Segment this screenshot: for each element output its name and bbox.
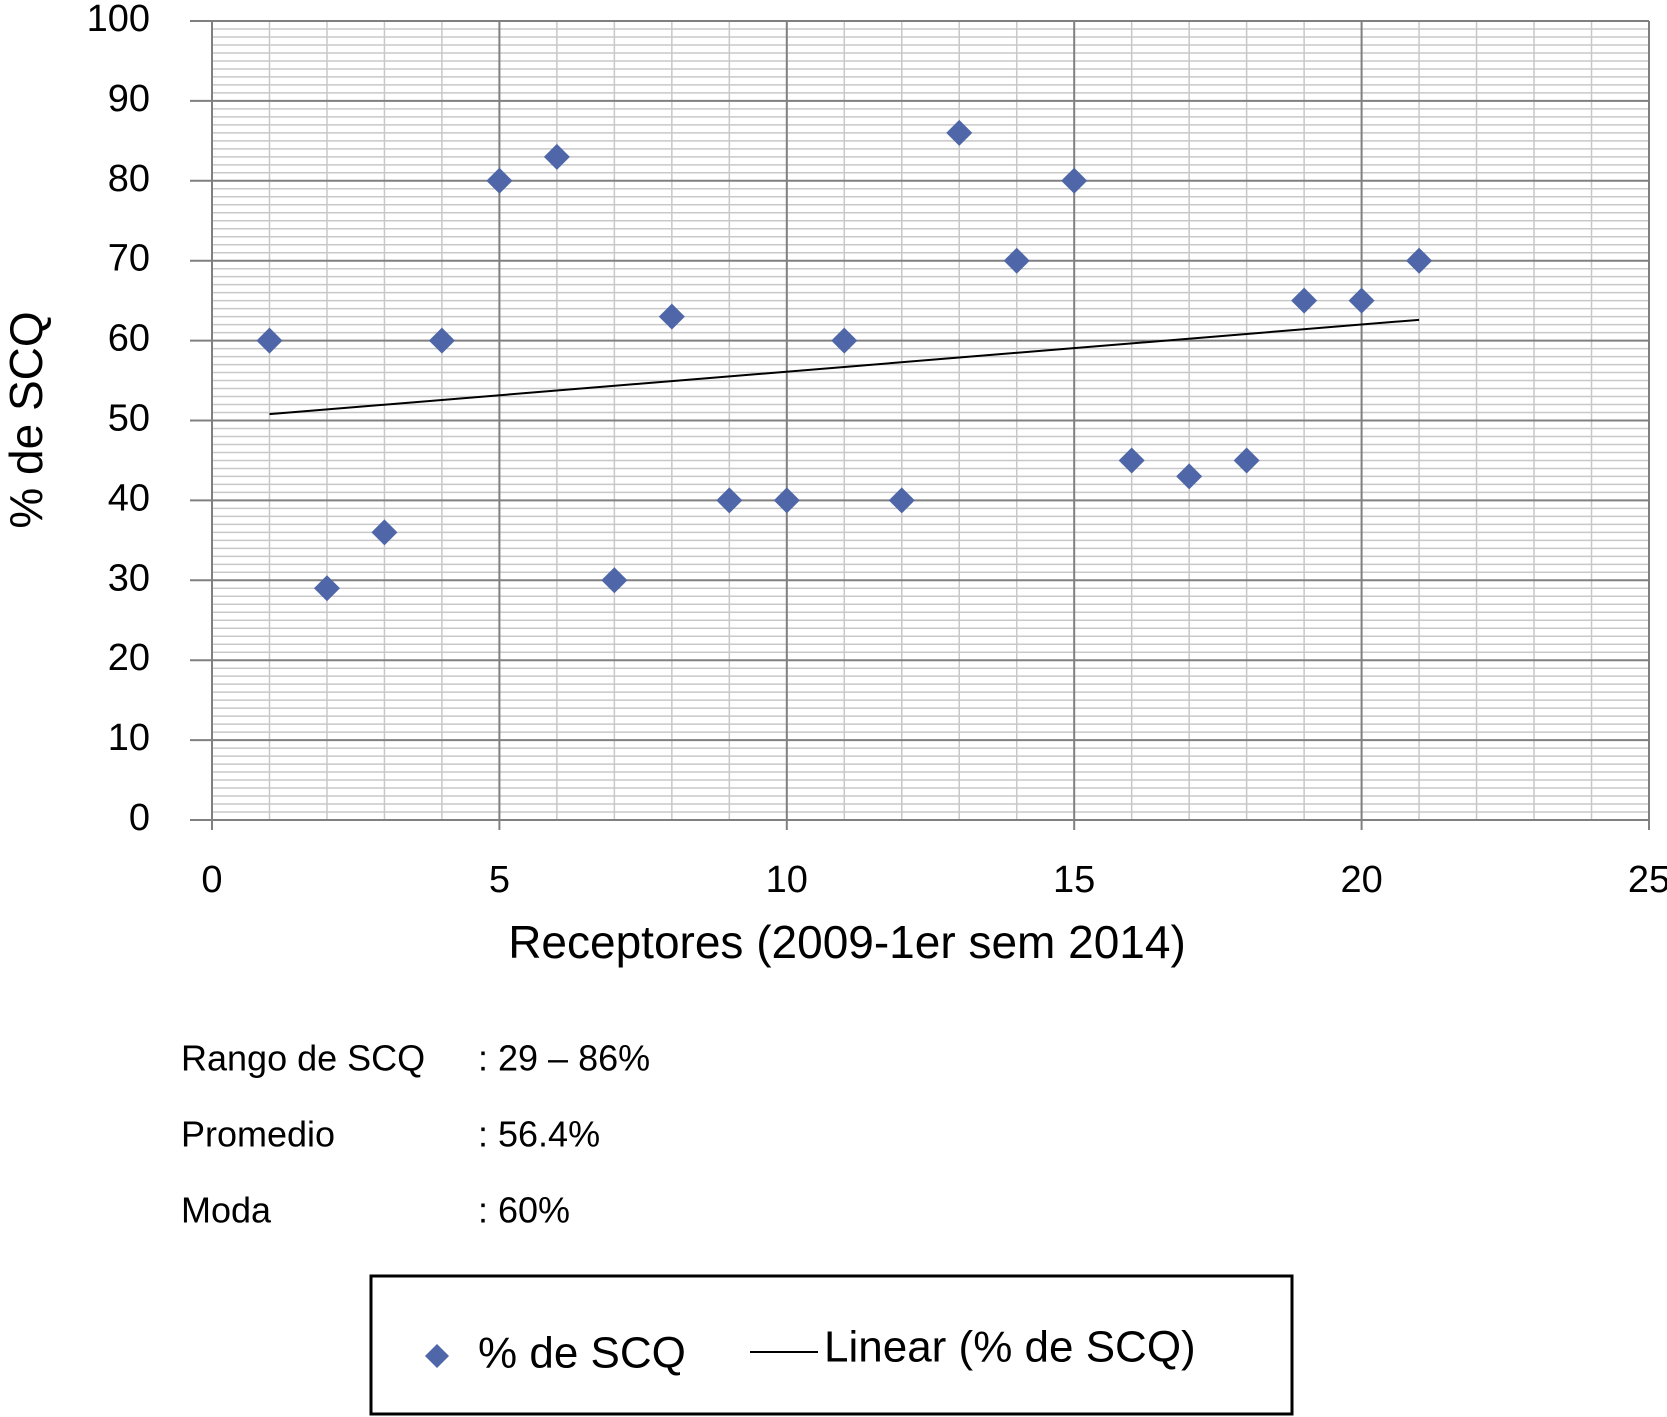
annotation-text: : 60% [478, 1190, 570, 1231]
y-tick-label: 100 [87, 0, 150, 40]
scatter-point [313, 575, 340, 602]
scatter-point [428, 327, 455, 354]
x-tick-label: 0 [201, 859, 222, 901]
scatter-point [1348, 287, 1375, 314]
y-tick-label: 60 [108, 318, 150, 360]
y-tick-label: 0 [129, 797, 150, 839]
y-tick-label: 20 [108, 637, 150, 679]
scatter-point [1176, 463, 1203, 490]
y-tick-label: 50 [108, 398, 150, 440]
legend-label: Linear (% de SCQ) [824, 1323, 1196, 1372]
scatter-point [256, 327, 283, 354]
annotation-label: Moda [181, 1190, 272, 1231]
scatter-point [1406, 247, 1433, 274]
scatter-point [1233, 447, 1260, 474]
trend-line [269, 318, 1420, 416]
scatter-point [773, 487, 800, 514]
legend-box [369, 1274, 1294, 1416]
x-axis-title: Receptores (2009-1er sem 2014) [508, 916, 1186, 968]
scatter-point [716, 487, 743, 514]
scatter-point [1291, 287, 1318, 314]
scatter-point [658, 303, 685, 330]
y-tick-label: 40 [108, 477, 150, 519]
scatter-point [1003, 247, 1030, 274]
scatter-point [601, 567, 628, 594]
x-tick-label: 15 [1053, 859, 1095, 901]
scatter-point [946, 119, 973, 146]
annotation-text: : 56.4% [478, 1114, 600, 1155]
y-tick-label: 70 [108, 238, 150, 280]
annotation-label: Promedio [181, 1114, 335, 1155]
scatter-point [1061, 167, 1088, 194]
annotation-label: Rango de SCQ [181, 1038, 425, 1079]
y-tick-label: 90 [108, 78, 150, 120]
scatter-point [888, 487, 915, 514]
scatter-point [371, 519, 398, 546]
y-tick-label: 10 [108, 717, 150, 759]
legend-marker [425, 1344, 449, 1368]
x-tick-label: 20 [1340, 859, 1382, 901]
annotation-text: : 29 – 86% [478, 1038, 650, 1079]
grid [211, 20, 1650, 821]
scatter-point [1118, 447, 1145, 474]
scatter-point [831, 327, 858, 354]
legend-label: % de SCQ [478, 1329, 686, 1378]
x-tick-label: 5 [489, 859, 510, 901]
y-axis-title: % de SCQ [0, 311, 52, 528]
y-tick-label: 80 [108, 158, 150, 200]
y-tick-label: 30 [108, 557, 150, 599]
scatter-point [486, 167, 513, 194]
scatter-point [543, 143, 570, 170]
x-tick-label: 10 [766, 859, 808, 901]
x-tick-label: 25 [1628, 859, 1667, 901]
